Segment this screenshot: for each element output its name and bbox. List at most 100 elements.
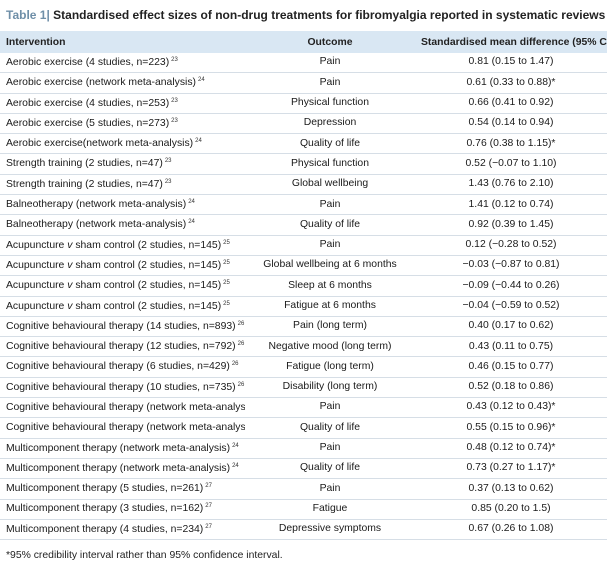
outcome-cell: Depression — [245, 113, 415, 135]
smd-cell: 0.52 (−0.07 to 1.10) — [415, 153, 607, 175]
intervention-cell: Cognitive behavioural therapy (14 studie… — [0, 316, 245, 338]
intervention-cell: Cognitive behavioural therapy (6 studies… — [0, 356, 245, 378]
outcome-cell: Quality of life — [245, 417, 415, 439]
header-smd: Standardised mean difference (95% CI) — [415, 31, 607, 53]
table-row: Balneotherapy (network meta-analysis) 24 Q… — [0, 214, 607, 236]
table-row: Multicomponent therapy (network meta-ana… — [0, 438, 607, 459]
table-row: Strength training (2 studies, n=47) 23 Phy… — [0, 153, 607, 175]
intervention-cell: Multicomponent therapy (3 studies, n=162… — [0, 499, 245, 520]
intervention-cell: Cognitive behavioural therapy (network m… — [0, 397, 245, 419]
intervention-text: Strength training (2 studies, n=47) — [6, 178, 163, 190]
intervention-cell: Aerobic exercise (5 studies, n=273) 23 — [0, 113, 245, 135]
outcome-cell: Global wellbeing at 6 months — [245, 255, 415, 277]
reference-number: 27 — [205, 523, 212, 530]
intervention-cell: Balneotherapy (network meta-analysis) 24 — [0, 214, 245, 236]
intervention-cell: Aerobic exercise (4 studies, n=253) 23 — [0, 93, 245, 114]
intervention-text: Aerobic exercise (5 studies, n=273) — [6, 117, 170, 129]
table-row: Acupuncture v sham control (2 studies, n… — [0, 296, 607, 317]
outcome-cell: Quality of life — [245, 458, 415, 480]
smd-cell: 0.40 (0.17 to 0.62) — [415, 316, 607, 338]
intervention-text: Cognitive behavioural therapy (12 studie… — [6, 341, 236, 353]
smd-cell: 0.81 (0.15 to 1.47) — [415, 53, 607, 74]
intervention-text: Aerobic exercise(network meta-analysis) — [6, 138, 194, 150]
outcome-cell: Depressive symptoms — [245, 519, 415, 541]
table-header: Intervention Outcome Standardised mean d… — [0, 31, 607, 53]
reference-number: 25 — [223, 239, 230, 246]
smd-cell: 0.73 (0.27 to 1.17)* — [415, 458, 607, 480]
outcome-cell: Fatigue (long term) — [245, 356, 415, 378]
reference-number: 23 — [164, 178, 172, 185]
smd-cell: 0.37 (0.13 to 0.62) — [415, 478, 607, 500]
outcome-cell: Fatigue at 6 months — [245, 296, 415, 317]
reference-number: 26 — [237, 341, 245, 348]
reference-number: 27 — [205, 483, 212, 490]
outcome-cell: Pain (long term) — [245, 316, 415, 338]
smd-cell: 0.12 (−0.28 to 0.52) — [415, 235, 607, 256]
table-row: Cognitive behavioural therapy (10 studie… — [0, 377, 607, 399]
reference-number: 24 — [232, 442, 239, 449]
intervention-text: sham control (2 studies, n=145) — [72, 259, 222, 271]
intervention-text: Cognitive behavioural therapy (14 studie… — [6, 320, 236, 332]
table-title: Standardised effect sizes of non-drug tr… — [53, 8, 606, 22]
intervention-text: Acupuncture — [6, 280, 68, 292]
reference-number: 24 — [232, 462, 239, 469]
header-outcome: Outcome — [245, 31, 415, 53]
table-row: Balneotherapy (network meta-analysis) 24 P… — [0, 194, 607, 216]
reference-number: 23 — [171, 97, 178, 104]
table-row: Acupuncture v sham control (2 studies, n… — [0, 275, 607, 297]
reference-number: 25 — [223, 259, 230, 266]
intervention-text: sham control (2 studies, n=145) — [72, 280, 222, 292]
smd-cell: 0.61 (0.33 to 0.88)* — [415, 72, 607, 94]
smd-cell: 0.92 (0.39 to 1.45) — [415, 214, 607, 236]
outcome-cell: Quality of life — [245, 133, 415, 155]
table-footnote: *95% credibility interval rather than 95… — [6, 550, 283, 561]
reference-number: 25 — [223, 300, 230, 307]
intervention-cell: Multicomponent therapy (network meta-ana… — [0, 458, 245, 480]
table-row: Aerobic exercise (network meta-analysis)… — [0, 72, 607, 94]
outcome-cell: Physical function — [245, 153, 415, 175]
smd-cell: 0.55 (0.15 to 0.96)* — [415, 417, 607, 439]
header-intervention: Intervention — [0, 31, 245, 53]
smd-cell: 1.41 (0.12 to 0.74) — [415, 194, 607, 216]
intervention-text: Aerobic exercise (4 studies, n=253) — [6, 97, 170, 109]
outcome-cell: Pain — [245, 438, 415, 459]
intervention-cell: Multicomponent therapy (5 studies, n=261… — [0, 478, 245, 500]
intervention-text: Multicomponent therapy (5 studies, n=261… — [6, 483, 204, 495]
smd-cell: 0.52 (0.18 to 0.86) — [415, 377, 607, 399]
intervention-text: sham control (2 studies, n=145) — [72, 239, 222, 251]
intervention-cell: Multicomponent therapy (4 studies, n=234… — [0, 519, 245, 541]
reference-number: 26 — [237, 381, 245, 388]
outcome-cell: Quality of life — [245, 214, 415, 236]
reference-number: 24 — [188, 219, 195, 226]
reference-number: 23 — [164, 158, 172, 165]
reference-number: 25 — [223, 280, 230, 287]
smd-cell: 0.67 (0.26 to 1.08) — [415, 519, 607, 541]
outcome-cell: Sleep at 6 months — [245, 275, 415, 297]
reference-number: 23 — [171, 117, 178, 124]
outcome-cell: Pain — [245, 235, 415, 256]
intervention-text: Multicomponent therapy (3 studies, n=162… — [6, 503, 204, 515]
outcome-cell: Pain — [245, 53, 415, 74]
smd-cell: 0.46 (0.15 to 0.77) — [415, 356, 607, 378]
intervention-text: Cognitive behavioural therapy (10 studie… — [6, 381, 236, 393]
table-row: Multicomponent therapy (network meta-ana… — [0, 458, 607, 480]
intervention-text: Cognitive behavioural therapy (network m… — [6, 401, 245, 413]
intervention-text: Acupuncture — [6, 239, 68, 251]
smd-cell: 0.85 (0.20 to 1.5) — [415, 499, 607, 520]
intervention-cell: Balneotherapy (network meta-analysis) 24 — [0, 194, 245, 216]
reference-number: 24 — [195, 138, 202, 145]
table-row: Acupuncture v sham control (2 studies, n… — [0, 255, 607, 277]
header-row: Intervention Outcome Standardised mean d… — [0, 31, 607, 53]
table-row: Acupuncture v sham control (2 studies, n… — [0, 235, 607, 256]
table-row: Cognitive behavioural therapy (14 studie… — [0, 316, 607, 338]
smd-cell: 1.43 (0.76 to 2.10) — [415, 174, 607, 196]
reference-number: 26 — [231, 361, 239, 368]
intervention-cell: Aerobic exercise(network meta-analysis) 2… — [0, 133, 245, 155]
smd-cell: 0.76 (0.38 to 1.15)* — [415, 133, 607, 155]
reference-number: 27 — [205, 503, 212, 510]
intervention-text: Multicomponent therapy (network meta-ana… — [6, 442, 231, 454]
smd-cell: 0.43 (0.11 to 0.75) — [415, 336, 607, 358]
intervention-cell: Aerobic exercise (4 studies, n=223) 23 — [0, 53, 245, 74]
table-row: Cognitive behavioural therapy (network m… — [0, 417, 607, 439]
intervention-text: Aerobic exercise (4 studies, n=223) — [6, 56, 170, 68]
